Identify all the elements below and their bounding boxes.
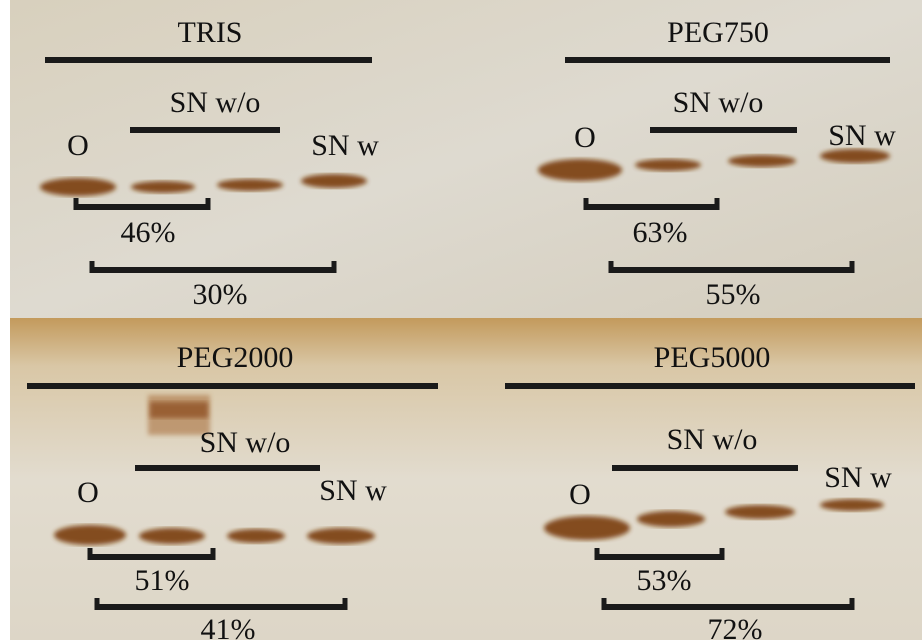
gel-band <box>637 511 705 527</box>
percent-label: 41% <box>201 613 256 640</box>
panel-title: TRIS <box>177 16 242 49</box>
percent-label: 63% <box>633 216 688 249</box>
percent-label: 53% <box>637 564 692 597</box>
percent-label: 30% <box>193 278 248 311</box>
percent-label: 72% <box>708 613 763 640</box>
group-label: SN w/o <box>170 86 261 119</box>
smear <box>150 402 208 418</box>
gel-figure: TRIS SN w/o O SN w 46% 30% PEG750 SN w/o O SN w 63… <box>0 0 922 640</box>
last-label: SN w <box>319 474 387 507</box>
group-label: SN w/o <box>673 86 764 119</box>
gel-band <box>728 155 796 167</box>
group-label: SN w/o <box>200 426 291 459</box>
gel-band <box>54 525 126 545</box>
panel-title: PEG5000 <box>654 341 771 374</box>
percent-label: 46% <box>121 216 176 249</box>
gel-band <box>139 528 205 544</box>
origin-label: O <box>574 121 596 154</box>
gel-band <box>227 529 285 543</box>
gel-band <box>725 505 795 519</box>
gel-band <box>40 178 116 196</box>
last-label: SN w <box>828 119 896 152</box>
origin-label: O <box>67 129 89 162</box>
percent-label: 51% <box>135 564 190 597</box>
gel-band <box>307 528 375 544</box>
percent-label: 55% <box>706 278 761 311</box>
panel-title: PEG750 <box>667 16 769 49</box>
origin-label: O <box>569 478 591 511</box>
margin <box>0 0 10 640</box>
panel-title: PEG2000 <box>177 341 294 374</box>
gel-band <box>301 174 367 188</box>
gel-band <box>544 516 630 540</box>
gel-band <box>820 499 884 511</box>
gel-band <box>538 159 622 181</box>
last-label: SN w <box>311 129 379 162</box>
group-label: SN w/o <box>667 423 758 456</box>
origin-label: O <box>77 476 99 509</box>
gel-band <box>635 159 701 171</box>
gel-band <box>217 179 283 191</box>
last-label: SN w <box>824 461 892 494</box>
gel-band <box>131 181 195 193</box>
